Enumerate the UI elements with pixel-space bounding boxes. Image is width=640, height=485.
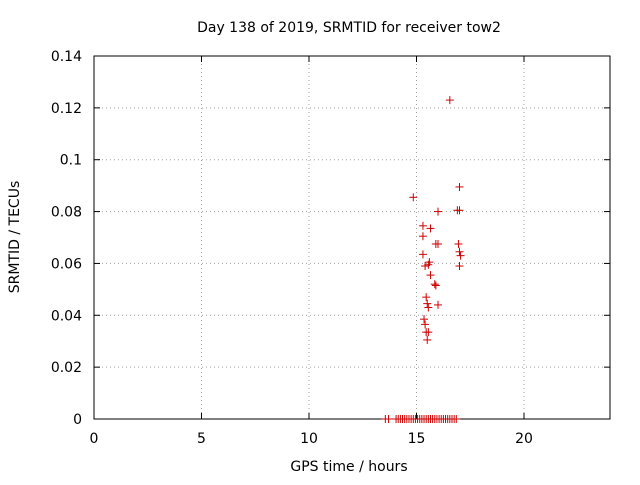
x-axis-label: GPS time / hours bbox=[290, 459, 407, 475]
x-tick-label: 20 bbox=[515, 431, 533, 447]
data-point bbox=[426, 224, 435, 233]
data-point bbox=[434, 207, 442, 216]
data-point bbox=[420, 315, 429, 324]
y-tick-label: 0.1 bbox=[60, 153, 82, 169]
data-point bbox=[424, 303, 433, 312]
data-point bbox=[455, 206, 464, 215]
y-tick-label: 0.04 bbox=[51, 308, 82, 324]
data-point bbox=[424, 260, 433, 269]
data-point bbox=[418, 232, 427, 241]
data-point bbox=[409, 193, 418, 202]
data-point bbox=[452, 415, 461, 423]
chart-title: Day 138 of 2019, SRMTID for receiver tow… bbox=[197, 20, 501, 36]
data-point bbox=[434, 239, 442, 248]
data-point bbox=[454, 239, 463, 248]
data-point bbox=[424, 328, 433, 337]
plot-frame bbox=[93, 55, 611, 420]
data-point bbox=[384, 415, 393, 423]
data-point bbox=[418, 250, 427, 259]
y-tick-label: 0.08 bbox=[51, 205, 82, 221]
data-point bbox=[423, 335, 432, 344]
data-point bbox=[455, 262, 464, 271]
axis-ticks: 0 5 10 15 20 0 0.02 0.04 0.06 0.08 0.1 0.12 0.14 bbox=[51, 49, 610, 447]
grid bbox=[94, 56, 610, 419]
data-point bbox=[423, 299, 432, 308]
data-point bbox=[434, 300, 442, 309]
data-point bbox=[421, 262, 430, 271]
x-tick-label: 15 bbox=[408, 431, 426, 447]
y-tick-label: 0.12 bbox=[51, 101, 82, 117]
x-tick-label: 10 bbox=[300, 431, 318, 447]
data-point bbox=[445, 96, 454, 105]
y-tick-label: 0.14 bbox=[51, 49, 82, 65]
y-axis-label: SRMTID / TECUs bbox=[7, 181, 23, 294]
data-points bbox=[381, 96, 465, 423]
data-point bbox=[426, 271, 435, 280]
data-point bbox=[456, 251, 465, 260]
y-tick-label: 0 bbox=[73, 412, 82, 428]
data-point bbox=[455, 247, 464, 256]
data-point bbox=[431, 281, 440, 290]
x-tick-label: 0 bbox=[90, 431, 99, 447]
x-tick-label: 5 bbox=[197, 431, 206, 447]
data-point bbox=[422, 293, 431, 302]
data-point bbox=[418, 221, 427, 230]
y-tick-label: 0.06 bbox=[51, 256, 82, 272]
data-point bbox=[455, 182, 464, 191]
data-point bbox=[421, 320, 430, 329]
data-point bbox=[430, 280, 439, 289]
y-tick-label: 0.02 bbox=[51, 360, 82, 376]
